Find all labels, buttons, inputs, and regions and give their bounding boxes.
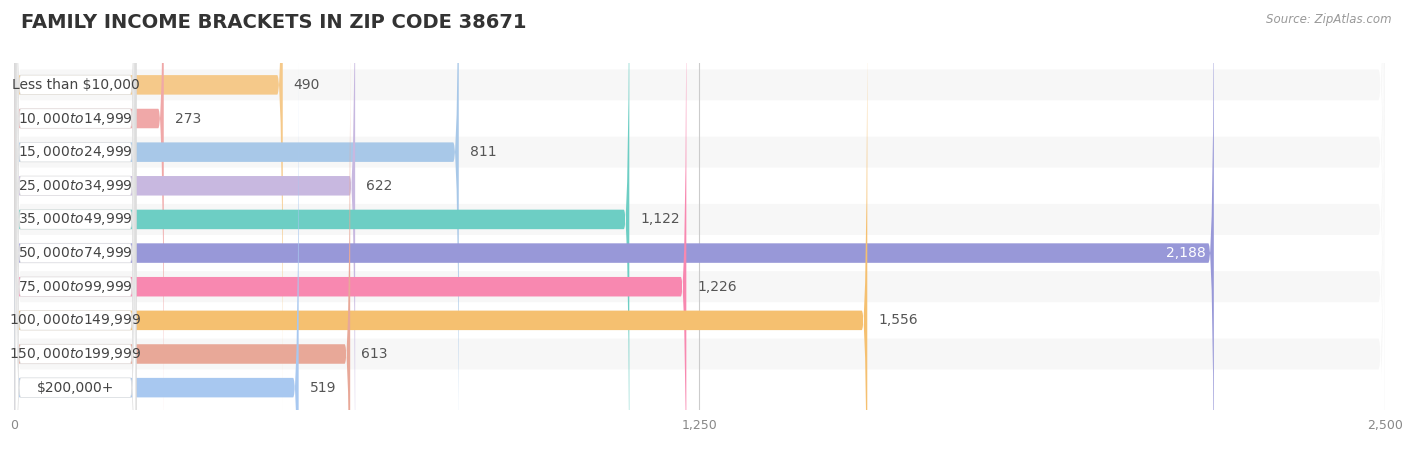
FancyBboxPatch shape (15, 0, 136, 450)
FancyBboxPatch shape (14, 0, 1385, 450)
FancyBboxPatch shape (14, 0, 1213, 450)
Text: Less than $10,000: Less than $10,000 (11, 78, 139, 92)
Text: 490: 490 (294, 78, 321, 92)
FancyBboxPatch shape (15, 0, 136, 450)
FancyBboxPatch shape (15, 0, 136, 450)
Text: $25,000 to $34,999: $25,000 to $34,999 (18, 178, 132, 194)
FancyBboxPatch shape (14, 0, 356, 450)
FancyBboxPatch shape (15, 0, 136, 450)
Text: $150,000 to $199,999: $150,000 to $199,999 (10, 346, 142, 362)
FancyBboxPatch shape (14, 0, 868, 450)
Text: $75,000 to $99,999: $75,000 to $99,999 (18, 279, 132, 295)
Text: 613: 613 (361, 347, 388, 361)
Text: 811: 811 (470, 145, 496, 159)
FancyBboxPatch shape (14, 27, 350, 450)
FancyBboxPatch shape (14, 0, 458, 450)
FancyBboxPatch shape (15, 0, 136, 445)
Text: $50,000 to $74,999: $50,000 to $74,999 (18, 245, 132, 261)
Text: 622: 622 (366, 179, 392, 193)
Text: $10,000 to $14,999: $10,000 to $14,999 (18, 111, 132, 126)
FancyBboxPatch shape (15, 61, 136, 450)
Text: $200,000+: $200,000+ (37, 381, 114, 395)
FancyBboxPatch shape (15, 0, 136, 450)
FancyBboxPatch shape (14, 0, 1385, 450)
FancyBboxPatch shape (14, 0, 1385, 450)
Text: 1,226: 1,226 (697, 280, 737, 294)
FancyBboxPatch shape (14, 0, 1385, 450)
Text: 1,122: 1,122 (640, 212, 681, 226)
FancyBboxPatch shape (14, 0, 1385, 450)
FancyBboxPatch shape (15, 0, 136, 411)
Text: $35,000 to $49,999: $35,000 to $49,999 (18, 212, 132, 227)
FancyBboxPatch shape (14, 0, 163, 445)
FancyBboxPatch shape (14, 61, 298, 450)
FancyBboxPatch shape (15, 27, 136, 450)
Text: 1,556: 1,556 (879, 313, 918, 327)
Text: FAMILY INCOME BRACKETS IN ZIP CODE 38671: FAMILY INCOME BRACKETS IN ZIP CODE 38671 (21, 14, 527, 32)
FancyBboxPatch shape (15, 0, 136, 450)
Text: $15,000 to $24,999: $15,000 to $24,999 (18, 144, 132, 160)
FancyBboxPatch shape (14, 0, 686, 450)
Text: Source: ZipAtlas.com: Source: ZipAtlas.com (1267, 14, 1392, 27)
FancyBboxPatch shape (14, 0, 1385, 450)
FancyBboxPatch shape (14, 0, 1385, 450)
FancyBboxPatch shape (14, 0, 1385, 450)
FancyBboxPatch shape (14, 0, 630, 450)
Text: $100,000 to $149,999: $100,000 to $149,999 (10, 312, 142, 328)
FancyBboxPatch shape (14, 0, 283, 411)
FancyBboxPatch shape (14, 0, 1385, 450)
Text: 519: 519 (309, 381, 336, 395)
FancyBboxPatch shape (14, 0, 1385, 450)
Text: 273: 273 (174, 112, 201, 126)
Text: 2,188: 2,188 (1166, 246, 1205, 260)
